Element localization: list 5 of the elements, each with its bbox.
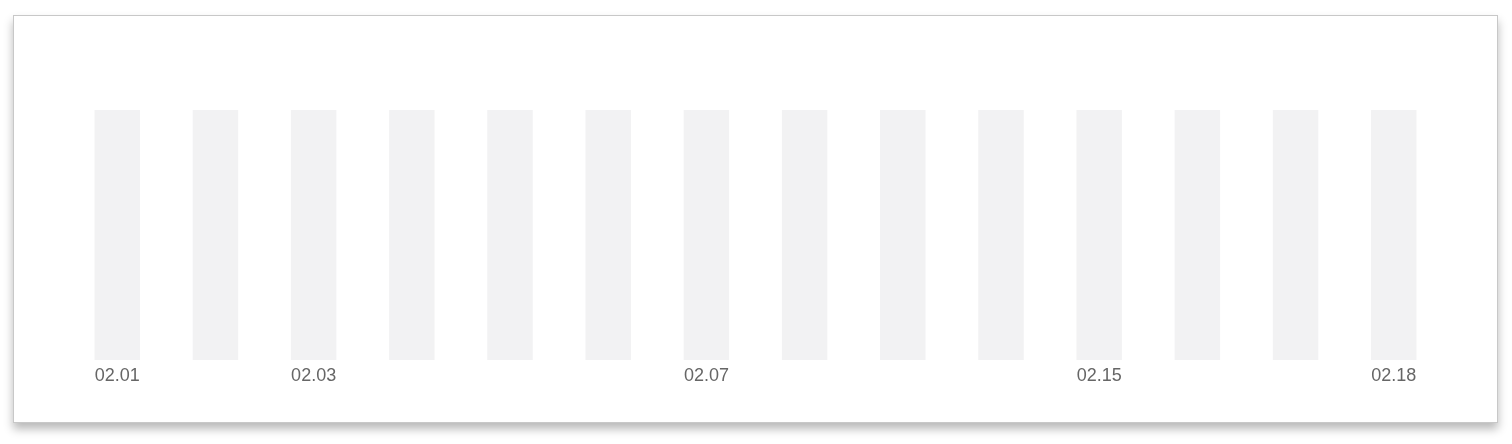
- x-tick-label: 02.18: [1371, 364, 1417, 385]
- x-tick-label: 02.01: [94, 364, 140, 385]
- x-tick-label: 02.15: [1076, 364, 1122, 385]
- x-tick-label: 02.07: [683, 364, 729, 385]
- x-tick-label: 02.03: [291, 364, 337, 385]
